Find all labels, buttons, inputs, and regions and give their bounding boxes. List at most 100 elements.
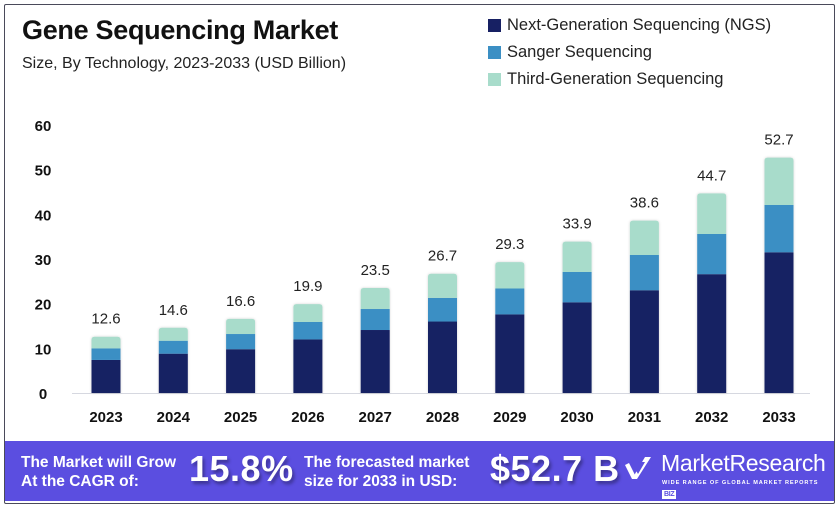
y-tick-label: 60 [35,118,52,135]
bar-total-label: 12.6 [91,311,120,328]
bar-stack-2033 [764,157,794,393]
legend-swatch-third-gen [488,73,501,86]
chart-subtitle: Size, By Technology, 2023-2033 (USD Bill… [22,55,347,72]
bar-stack-2025 [226,318,256,393]
y-axis: 0 10 20 30 40 50 60 [35,118,52,403]
bar-segment-sanger-2028 [428,297,457,322]
x-tick-label: 2024 [157,409,191,426]
x-tick-label: 2030 [560,409,593,426]
bar-segment-ngs-2026 [293,339,323,393]
bar-segment-third-gen-2027 [360,288,390,310]
bar-total-label: 33.9 [562,216,591,233]
brand-name-text: MarketResearch [661,450,826,476]
bar-total-label: 29.3 [495,236,524,253]
bar-segment-ngs-2030 [562,302,592,393]
bar-stack-2027 [360,288,390,393]
bar-total-label: 19.9 [293,278,322,295]
y-tick-label: 40 [35,207,52,224]
chart-title: Gene Sequencing Market [22,15,338,45]
bar-segment-ngs-2031 [629,290,659,393]
bar-segment-ngs-2023 [91,359,121,393]
chart-frame [4,4,835,504]
bar-total-label: 52.7 [764,132,793,149]
forecast-label-line2: size for 2033 in USD: [304,473,458,490]
x-tick-label: 2028 [426,409,459,426]
bar-segment-sanger-2033 [764,204,794,253]
forecast-label-line1: The forecasted market [304,454,470,471]
bar-segment-sanger-2027 [360,309,390,331]
bar-segment-sanger-2025 [226,334,256,350]
bar-stack-2029 [495,262,525,393]
bar-total-label: 38.6 [630,195,659,212]
legend-swatch-ngs [488,19,501,32]
bar-segment-ngs-2027 [360,330,390,393]
y-tick-label: 30 [35,252,52,269]
bar-segment-ngs-2024 [158,353,188,393]
legend: Next-Generation Sequencing (NGS) Sanger … [488,12,771,93]
brand-name: MarketResearch BIZ [661,450,834,504]
x-tick-label: 2023 [89,409,122,426]
legend-label-third-gen: Third-Generation Sequencing [507,70,724,88]
legend-swatch-sanger [488,46,501,59]
bar-segment-third-gen-2026 [293,304,323,322]
bar-segment-third-gen-2032 [697,193,727,234]
cagr-label-line2: At the CAGR of: [21,473,139,490]
bar-segment-third-gen-2025 [226,318,256,335]
bar-segment-ngs-2029 [495,314,525,393]
y-tick-label: 10 [35,341,52,358]
bar-segment-sanger-2031 [629,254,659,291]
bar-segment-third-gen-2028 [428,273,457,298]
bar-total-label: 23.5 [361,262,390,279]
bar-total-label: 14.6 [159,302,188,319]
legend-item-third-gen: Third-Generation Sequencing [488,66,771,93]
bar-total-label: 26.7 [428,248,457,265]
bar-segment-ngs-2033 [764,252,794,393]
bar-stack-2028 [428,273,457,393]
bar-stack-2032 [697,193,727,393]
bar-total-label: 16.6 [226,293,255,310]
bars: 12.6 14.6 16.6 19.9 23.5 26.7 29.3 33.9 38.6 44.7… [91,132,794,393]
bar-segment-third-gen-2031 [629,220,659,255]
forecast-label: The forecasted market size for 2033 in U… [304,453,469,491]
cagr-label-line1: The Market will Grow [21,454,177,471]
bar-stack-2031 [629,220,659,393]
bar-segment-sanger-2023 [91,348,121,360]
bar-segment-sanger-2024 [158,340,188,354]
legend-item-ngs: Next-Generation Sequencing (NGS) [488,12,771,39]
legend-label-ngs: Next-Generation Sequencing (NGS) [507,16,772,34]
x-tick-label: 2032 [695,409,728,426]
bar-segment-sanger-2030 [562,271,592,303]
x-axis: 2023 2024 2025 2026 2027 2028 2029 2030 2031 2032… [89,409,795,426]
x-tick-label: 2029 [493,409,526,426]
x-tick-label: 2025 [224,409,257,426]
bar-segment-sanger-2026 [293,321,323,340]
y-tick-label: 50 [35,163,52,180]
bar-stack-2026 [293,304,323,393]
bar-segment-sanger-2029 [495,288,525,315]
bar-total-label: 44.7 [697,167,726,184]
x-tick-label: 2027 [359,409,392,426]
y-tick-label: 0 [39,386,47,403]
bar-segment-ngs-2025 [226,349,256,393]
bar-segment-third-gen-2033 [764,157,794,205]
bar-stack-2024 [158,327,188,393]
bar-segment-third-gen-2029 [495,262,525,289]
y-tick-label: 20 [35,297,52,314]
forecast-value: $52.7 B [490,448,620,489]
bar-segment-sanger-2032 [697,233,727,275]
x-tick-label: 2033 [762,409,795,426]
bar-segment-third-gen-2023 [91,336,121,349]
x-tick-label: 2031 [628,409,661,426]
brand-badge: BIZ [662,490,677,499]
bar-stack-2023 [91,336,121,393]
summary-banner: The Market will Grow At the CAGR of: 15.… [5,441,834,501]
legend-label-sanger: Sanger Sequencing [507,43,652,61]
bar-segment-third-gen-2024 [158,327,188,341]
cagr-value: 15.8% [189,448,294,489]
brand-tagline: WIDE RANGE OF GLOBAL MARKET REPORTS [662,480,819,486]
legend-item-sanger: Sanger Sequencing [488,39,771,66]
x-tick-label: 2026 [291,409,324,426]
bar-stack-2030 [562,241,592,393]
cagr-label: The Market will Grow At the CAGR of: [21,453,176,491]
